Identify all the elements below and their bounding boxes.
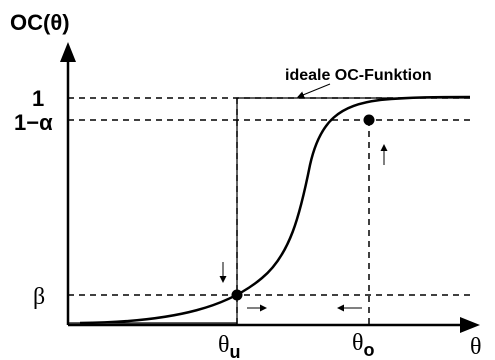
y-axis-label: OC(θ)	[10, 10, 70, 35]
y-tick-one: 1	[32, 86, 44, 111]
ideal-label-pointer	[297, 83, 331, 98]
ideal-oc-function-line	[68, 97, 470, 324]
x-tick-theta-o: θo	[352, 330, 375, 360]
y-tick-beta: β	[33, 284, 45, 310]
x-axis-label: θ	[470, 334, 482, 360]
x-tick-theta-u: θu	[218, 332, 241, 360]
alpha-point	[363, 114, 375, 126]
x-axis-arrowhead	[460, 317, 480, 333]
oc-curve	[79, 95, 471, 325]
y-axis-arrowhead	[60, 42, 76, 62]
ideal-oc-function-label: ideale OC-Funktion	[285, 67, 432, 84]
y-tick-one-minus-alpha: 1−α	[14, 110, 53, 135]
beta-point	[231, 289, 243, 301]
